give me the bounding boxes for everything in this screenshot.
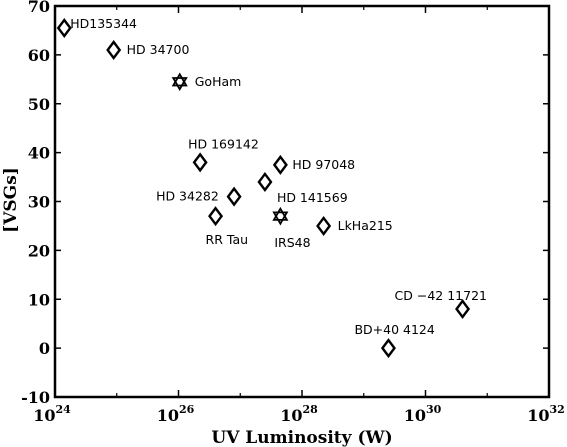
point-label: HD 97048 [292,157,355,172]
x-tick-label: 1024 [33,403,71,425]
y-tick-label: -10 [21,388,50,407]
point-label: IRS48 [274,235,310,250]
x-tick-base: 10 [527,406,549,425]
point-marker-diamond [56,17,72,38]
x-tick-label: 1026 [157,403,195,425]
point-marker-diamond [208,206,224,227]
point-marker-diamond [380,338,396,359]
x-tick-exponent: 28 [302,403,318,416]
point-marker-diamond [257,171,273,192]
x-tick-exponent: 24 [55,403,71,416]
point-label: HD135344 [70,16,137,31]
x-tick-label: 1030 [404,403,442,425]
point-label: CD −42 11721 [395,288,487,303]
y-tick-label: 20 [28,241,50,260]
x-tick-base: 10 [404,406,426,425]
point-marker-diamond [226,186,242,207]
point-marker-star-down [272,211,289,226]
point-marker-diamond [455,299,471,320]
point-marker-star-down [171,77,188,92]
y-tick-label: 40 [28,144,50,163]
point-label: HD 141569 [277,190,348,205]
y-axis-title: [VSGs] [1,167,21,233]
y-tick-label: 30 [28,193,50,212]
point-label: HD 34700 [127,42,190,57]
y-tick-label: 60 [28,46,50,65]
x-tick-base: 10 [157,406,179,425]
x-tick-label: 1032 [527,403,565,425]
point-marker-diamond [316,215,332,236]
x-tick-base: 10 [33,406,55,425]
point-label: HD 34282 [156,189,219,204]
x-tick-exponent: 30 [426,403,442,416]
plot-frame [53,4,551,399]
point-marker-diamond [272,154,288,175]
point-label: HD 169142 [188,136,259,151]
x-tick-exponent: 32 [549,403,564,416]
y-tick-label: 50 [28,95,50,114]
point-marker-star-up [171,72,188,87]
point-marker-diamond [192,152,208,173]
points-layer: HD135344 HD 34700 GoHam HD 169142 HD 97048 HD… [56,16,487,359]
y-tick-label: 70 [28,0,50,16]
point-label: LkHa215 [338,218,393,233]
x-tick-label: 1028 [280,403,318,425]
point-marker-diamond [106,39,122,60]
x-axis-title: UV Luminosity (W) [211,428,392,447]
point-marker-star-up [272,206,289,221]
point-label: BD+40 4124 [354,322,434,337]
point-label: RR Tau [206,232,249,247]
point-label: GoHam [195,74,242,89]
y-tick-label: 10 [28,290,50,309]
y-tick-label: 0 [39,339,50,358]
x-tick-base: 10 [280,406,302,425]
x-tick-exponent: 26 [179,403,195,416]
